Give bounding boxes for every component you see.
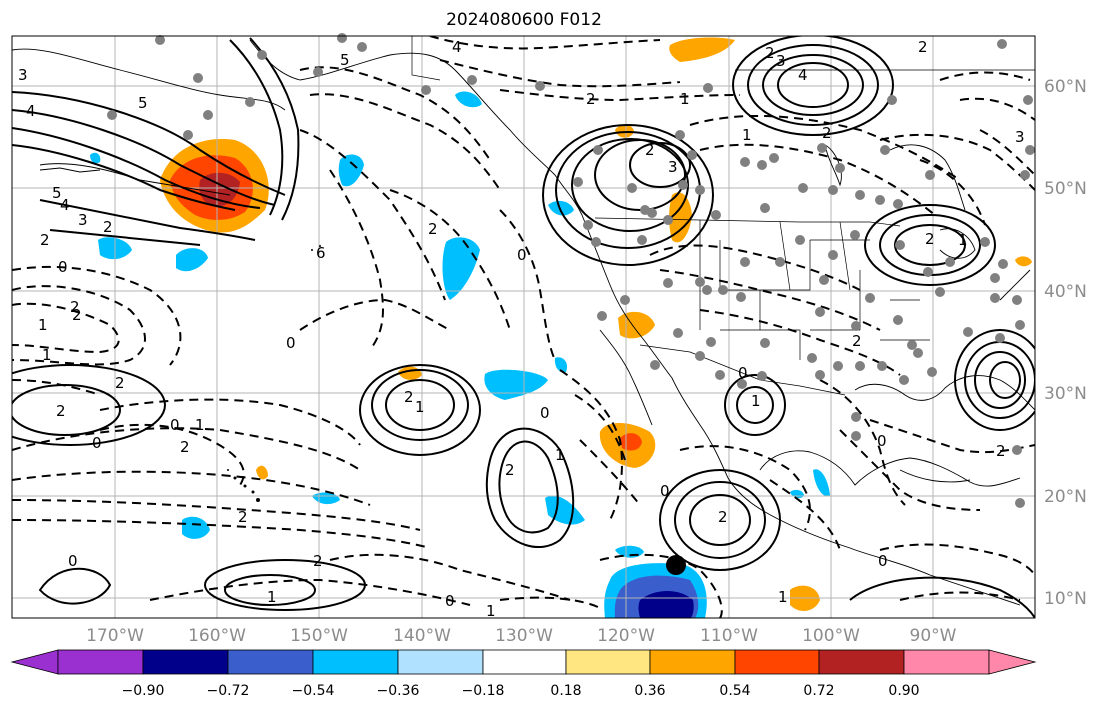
svg-text:5: 5 (52, 184, 62, 202)
station-markers (107, 33, 1035, 508)
svg-text:1: 1 (486, 602, 496, 620)
svg-text:1: 1 (778, 588, 788, 606)
svg-text:1: 1 (267, 588, 277, 606)
svg-text:2: 2 (645, 141, 655, 159)
lon-label-110w: 110°W (700, 626, 758, 646)
svg-text:3: 3 (668, 158, 678, 176)
svg-text:0: 0 (738, 364, 748, 382)
svg-text:2: 2 (852, 332, 862, 350)
svg-text:3: 3 (1015, 128, 1025, 146)
svg-text:1: 1 (751, 392, 761, 410)
svg-text:2: 2 (428, 220, 438, 238)
lat-label-10n: 10°N (1044, 589, 1087, 609)
storm-center-marker (666, 555, 686, 575)
colorbar-high-extension (988, 649, 1037, 675)
svg-text:2: 2 (115, 374, 125, 392)
colorbar-tick: −0.18 (461, 683, 505, 699)
colorbar (10, 649, 1037, 675)
svg-text:2: 2 (765, 44, 775, 62)
lon-label-150w: 150°W (290, 626, 348, 646)
colorbar-tick: −0.90 (121, 683, 165, 699)
colorbar-low-extension (10, 649, 59, 675)
svg-text:0: 0 (660, 482, 670, 500)
svg-text:4: 4 (26, 102, 36, 120)
svg-text:5: 5 (138, 94, 148, 112)
svg-text:2: 2 (718, 508, 728, 526)
lon-label-170w: 170°W (86, 626, 144, 646)
svg-text:1: 1 (195, 416, 205, 434)
contour-labels: 3 4 5 4 5 3 2 2 0 2 1 2 1 0 2 2 0 1 2 2 … (18, 38, 1025, 620)
svg-text:2: 2 (505, 461, 515, 479)
svg-text:2: 2 (238, 508, 248, 526)
svg-text:4: 4 (798, 66, 808, 84)
svg-text:0: 0 (878, 552, 888, 570)
svg-text:0: 0 (170, 416, 180, 434)
map-title: 2024080600 F012 (446, 10, 602, 30)
svg-text:2: 2 (72, 306, 82, 324)
svg-text:5: 5 (340, 51, 350, 69)
svg-text:2: 2 (996, 442, 1006, 460)
svg-text:0: 0 (517, 246, 527, 264)
svg-text:0: 0 (877, 432, 887, 450)
solid-contours (12, 36, 1035, 618)
svg-text:4: 4 (60, 196, 70, 214)
svg-text:0: 0 (92, 434, 102, 452)
svg-text:1: 1 (42, 346, 52, 364)
lon-label-130w: 130°W (495, 626, 553, 646)
colorbar-tick: 0.54 (719, 683, 751, 699)
svg-text:2: 2 (822, 124, 832, 142)
colorbar-tick: −0.54 (291, 683, 335, 699)
svg-text:2: 2 (103, 218, 113, 236)
svg-text:3: 3 (78, 211, 88, 229)
lon-label-90w: 90°W (909, 626, 957, 646)
lat-label-30n: 30°N (1044, 384, 1087, 404)
svg-text:0: 0 (445, 592, 455, 610)
colorbar-tick: −0.72 (206, 683, 250, 699)
lon-label-140w: 140°W (393, 626, 451, 646)
svg-text:0: 0 (68, 552, 78, 570)
lat-label-60n: 60°N (1044, 77, 1087, 97)
svg-text:1: 1 (415, 398, 425, 416)
colorbar-tick: 0.18 (550, 683, 582, 699)
lon-label-120w: 120°W (597, 626, 655, 646)
islands (227, 245, 321, 502)
svg-text:1: 1 (680, 90, 690, 108)
svg-text:2: 2 (586, 90, 596, 108)
svg-text:2: 2 (918, 38, 928, 56)
svg-text:2: 2 (56, 402, 66, 420)
svg-text:0: 0 (286, 334, 296, 352)
svg-text:2: 2 (70, 298, 80, 316)
svg-text:1: 1 (555, 446, 565, 464)
svg-text:3: 3 (776, 52, 786, 70)
colorbar-tick: 0.36 (634, 683, 666, 699)
lon-label-100w: 100°W (802, 626, 860, 646)
colorbar-tick: 0.72 (803, 683, 835, 699)
colorbar-tick: −0.36 (376, 683, 420, 699)
map-frame (11, 35, 1036, 619)
svg-text:1: 1 (38, 316, 48, 334)
dashed-contours (12, 36, 1035, 618)
svg-text:2: 2 (180, 438, 190, 456)
svg-text:2: 2 (404, 388, 414, 406)
lat-label-20n: 20°N (1044, 487, 1087, 507)
svg-text:2: 2 (40, 231, 50, 249)
lat-label-50n: 50°N (1044, 179, 1087, 199)
svg-text:6: 6 (316, 244, 326, 262)
colorbar-tick: 0.90 (888, 683, 920, 699)
lon-label-160w: 160°W (188, 626, 246, 646)
svg-text:1: 1 (742, 126, 752, 144)
svg-text:4: 4 (452, 38, 462, 56)
svg-text:2: 2 (925, 230, 935, 248)
svg-text:2: 2 (313, 552, 323, 570)
svg-text:0: 0 (540, 404, 550, 422)
lat-label-40n: 40°N (1044, 282, 1087, 302)
svg-text:1: 1 (958, 231, 968, 249)
svg-text:0: 0 (58, 258, 68, 276)
svg-text:3: 3 (18, 66, 28, 84)
